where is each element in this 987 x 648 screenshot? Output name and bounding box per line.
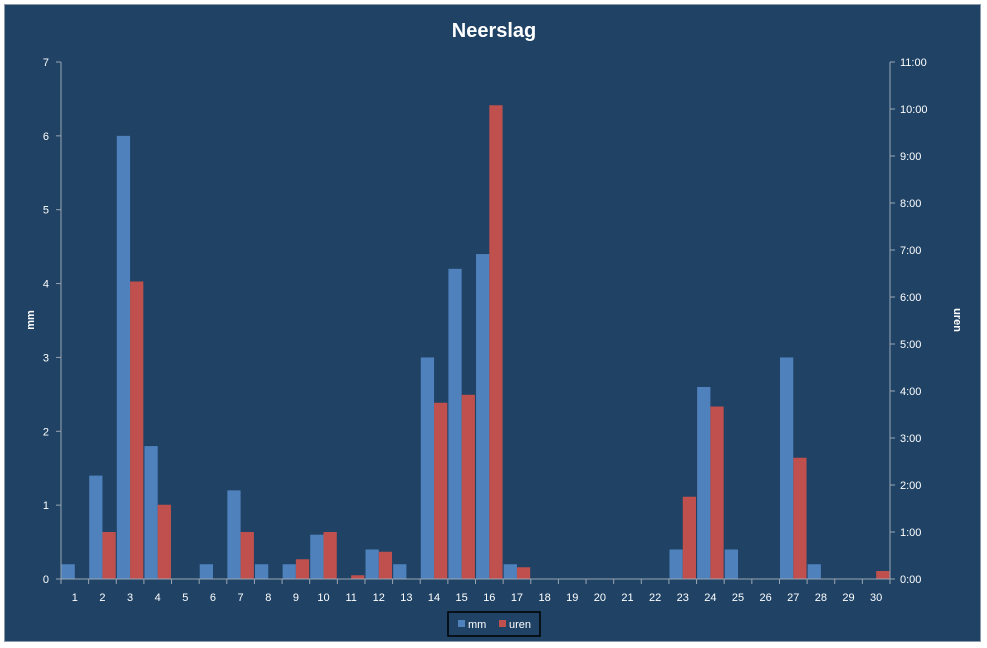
x-tick-label: 23 <box>677 592 689 604</box>
right-tick-label: 0:00 <box>900 574 921 586</box>
bar-uren-4 <box>157 504 171 579</box>
right-tick-label: 8:00 <box>900 198 921 210</box>
x-tick-label: 7 <box>238 592 244 604</box>
x-tick-label: 30 <box>870 592 882 604</box>
x-tick-label: 28 <box>815 592 827 604</box>
legend: mm uren <box>447 611 541 637</box>
bar-mm-17 <box>503 564 517 579</box>
left-tick-label: 1 <box>43 500 49 512</box>
bar-mm-9 <box>282 564 296 579</box>
left-tick-label: 5 <box>43 205 49 217</box>
x-tick-label: 8 <box>265 592 271 604</box>
bar-mm-24 <box>697 386 711 579</box>
bar-uren-12 <box>378 551 393 579</box>
bar-mm-25 <box>724 549 739 579</box>
left-tick-label: 0 <box>43 574 49 586</box>
left-tick-label: 2 <box>43 426 49 438</box>
x-tick-label: 18 <box>538 592 550 604</box>
x-tick-label: 13 <box>400 592 412 604</box>
bar-mm-16 <box>476 254 490 579</box>
x-tick-label: 27 <box>787 592 799 604</box>
bar-mm-8 <box>254 564 269 579</box>
x-tick-label: 26 <box>760 592 772 604</box>
bar-uren-27 <box>793 457 807 579</box>
bar-mm-23 <box>669 549 683 579</box>
legend-label-mm: mm <box>468 619 486 631</box>
x-tick-label: 21 <box>621 592 633 604</box>
bar-mm-7 <box>227 490 241 579</box>
left-tick-label: 3 <box>43 352 49 364</box>
x-tick-label: 16 <box>483 592 495 604</box>
right-tick-label: 10:00 <box>900 104 928 116</box>
bar-uren-17 <box>516 567 531 579</box>
chart-title: Neerslag <box>452 20 537 42</box>
left-tick-label: 4 <box>43 279 49 291</box>
x-tick-label: 1 <box>72 592 78 604</box>
bar-mm-10 <box>310 534 324 579</box>
bar-mm-3 <box>116 135 131 580</box>
x-tick-label: 12 <box>373 592 385 604</box>
right-tick-label: 11:00 <box>900 57 927 69</box>
x-tick-label: 15 <box>456 592 468 604</box>
left-axis-title: mm <box>25 310 37 330</box>
x-tick-label: 2 <box>99 592 105 604</box>
x-tick-label: 10 <box>317 592 329 604</box>
right-tick-label: 1:00 <box>900 527 921 539</box>
bar-mm-15 <box>448 268 462 579</box>
bar-uren-23 <box>682 496 697 579</box>
right-tick-label: 4:00 <box>900 386 921 398</box>
bar-uren-7 <box>240 532 254 579</box>
bar-uren-10 <box>323 532 337 579</box>
bar-uren-9 <box>295 559 310 579</box>
right-tick-label: 6:00 <box>900 292 921 304</box>
x-tick-label: 17 <box>511 592 523 604</box>
left-tick-label: 7 <box>43 57 49 69</box>
x-tick-label: 9 <box>293 592 299 604</box>
x-tick-label: 20 <box>594 592 606 604</box>
bar-mm-13 <box>393 564 407 579</box>
bar-mm-14 <box>420 357 435 579</box>
x-tick-label: 24 <box>704 592 716 604</box>
legend-label-uren: uren <box>509 619 531 631</box>
left-tick-label: 6 <box>43 131 49 143</box>
bar-mm-27 <box>780 357 794 579</box>
bar-uren-24 <box>710 406 724 579</box>
bar-uren-30 <box>876 571 890 579</box>
bar-mm-4 <box>144 446 158 579</box>
bar-mm-28 <box>807 564 821 579</box>
legend-swatch-mm <box>458 620 465 627</box>
bar-mm-12 <box>365 549 379 579</box>
bar-mm-6 <box>199 564 213 579</box>
x-tick-label: 25 <box>732 592 744 604</box>
bar-uren-2 <box>102 532 116 579</box>
x-tick-label: 19 <box>566 592 578 604</box>
bars-group <box>61 105 890 580</box>
right-tick-label: 3:00 <box>900 433 921 445</box>
right-tick-label: 5:00 <box>900 339 921 351</box>
axes-group: 012345670:001:002:003:004:005:006:007:00… <box>43 57 928 604</box>
bar-uren-3 <box>130 281 144 579</box>
x-tick-label: 14 <box>428 592 440 604</box>
x-tick-label: 22 <box>649 592 661 604</box>
bar-uren-15 <box>461 394 475 579</box>
legend-swatch-uren <box>499 620 506 627</box>
right-tick-label: 9:00 <box>900 151 921 163</box>
x-tick-label: 11 <box>345 592 356 604</box>
right-tick-label: 7:00 <box>900 245 921 257</box>
bar-uren-11 <box>351 575 365 579</box>
right-tick-label: 2:00 <box>900 480 921 492</box>
x-tick-label: 5 <box>182 592 188 604</box>
bar-uren-16 <box>489 105 503 580</box>
x-tick-label: 6 <box>210 592 216 604</box>
bar-mm-2 <box>89 475 103 579</box>
legend-box <box>447 611 541 637</box>
bar-uren-14 <box>434 402 448 579</box>
right-axis-title: uren <box>951 308 963 332</box>
x-tick-label: 29 <box>842 592 854 604</box>
bar-mm-1 <box>61 564 75 579</box>
x-tick-label: 4 <box>155 592 161 604</box>
x-tick-label: 3 <box>127 592 133 604</box>
